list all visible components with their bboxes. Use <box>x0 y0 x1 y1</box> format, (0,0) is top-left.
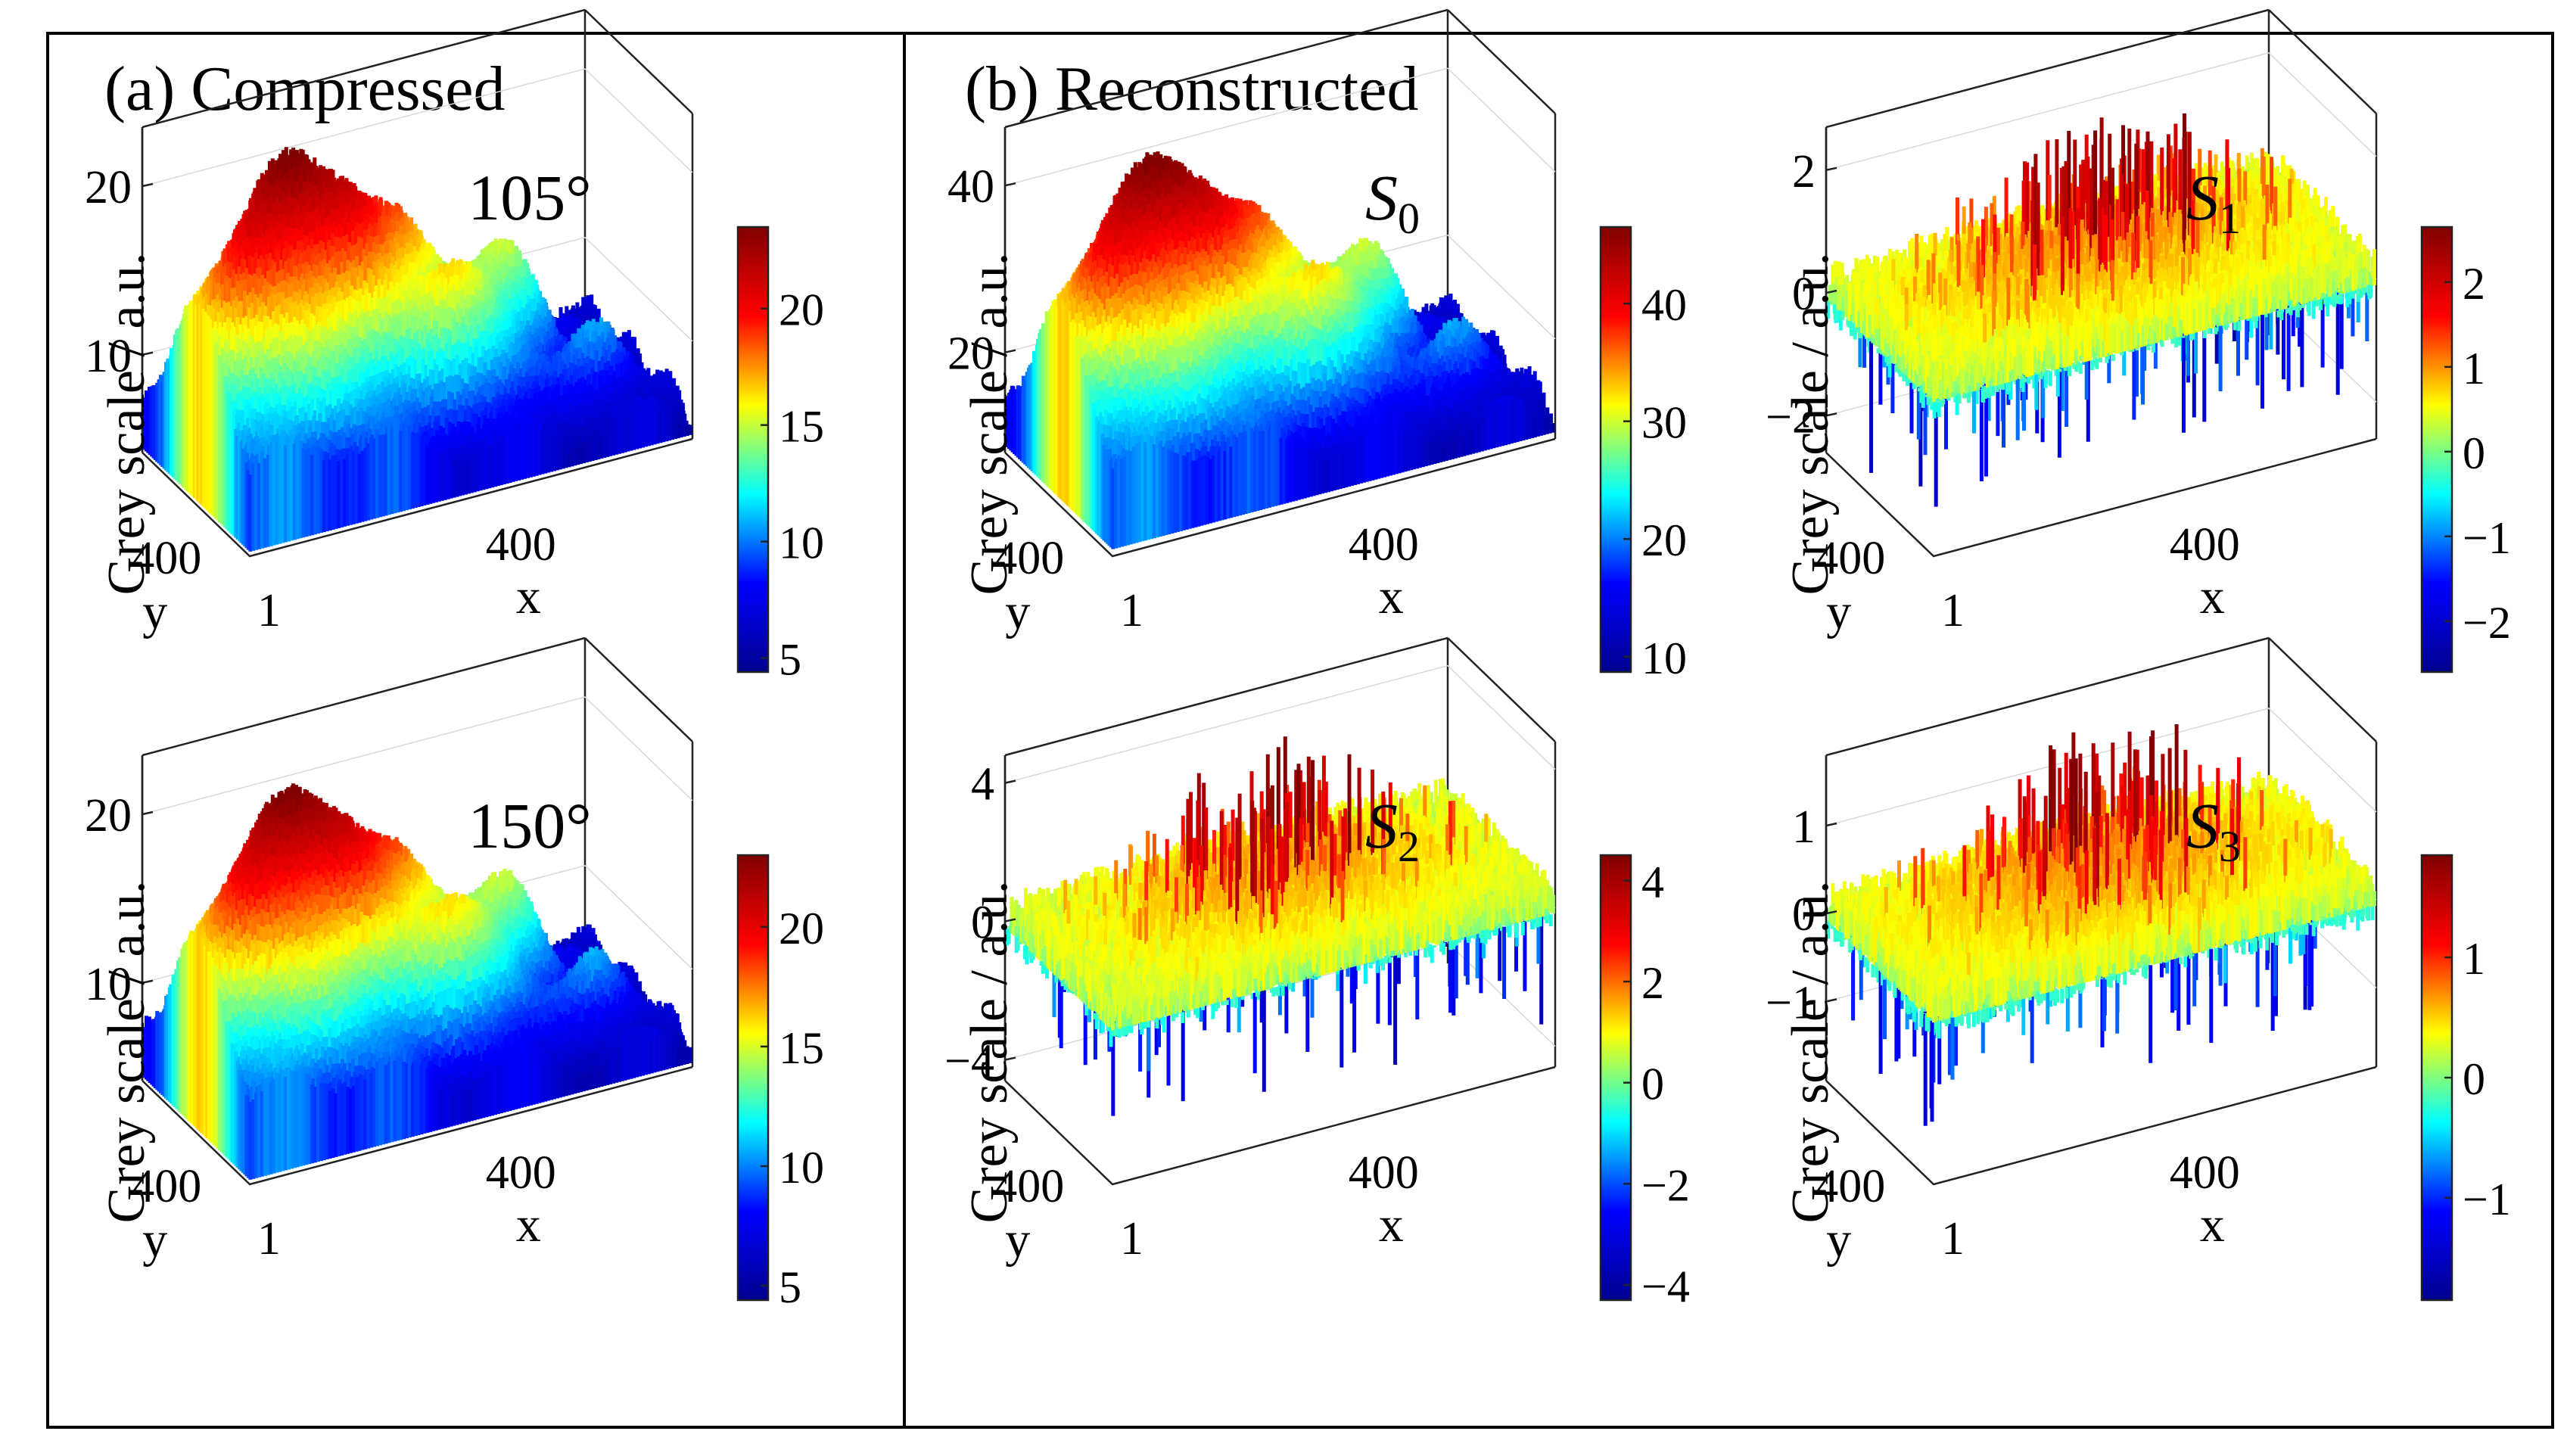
panel-b-label: (b) Reconstructed <box>965 54 1418 124</box>
panel-a-label: (a) Compressed <box>104 54 506 124</box>
